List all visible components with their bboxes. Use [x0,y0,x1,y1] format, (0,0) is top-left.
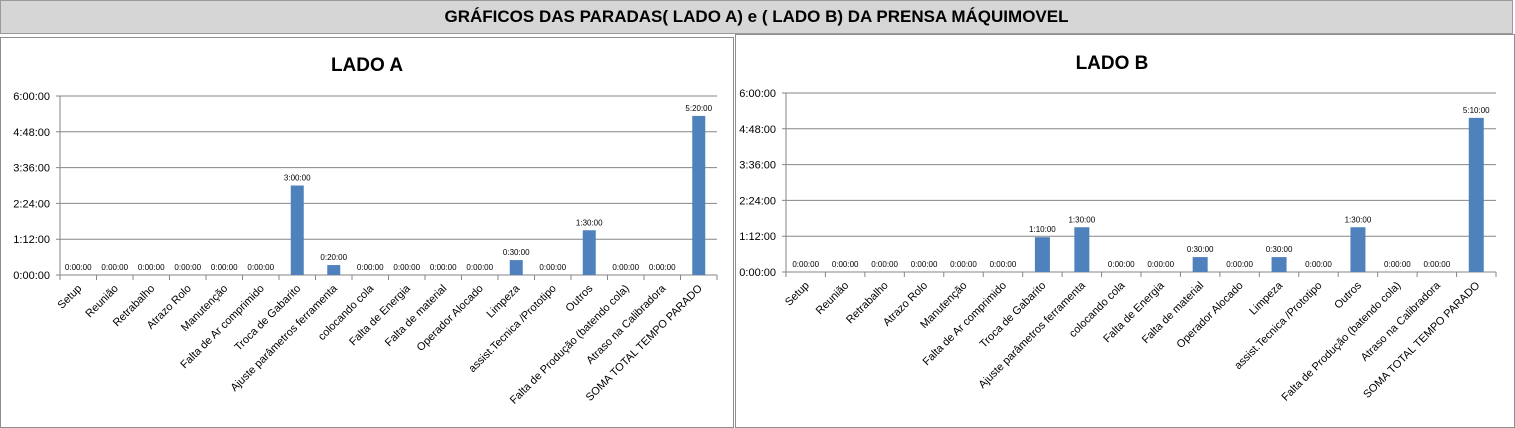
data-label: 5:20:00 [685,104,712,113]
data-label: 0:00:00 [211,263,238,272]
bar [1034,237,1050,272]
x-category-label: Limpeza [1247,279,1286,318]
data-label: 1:30:00 [1068,215,1095,224]
chart-lado-a: LADO A 0:00:00 1:12:00 2:24:00 3:36:00 4:48:0… [13,55,718,407]
data-label: 0:00:00 [612,263,639,272]
data-label: 0:00:00 [101,263,128,272]
data-label: 0:00:00 [649,263,676,272]
bar [582,230,596,275]
data-label: 0:30:00 [503,248,530,257]
x-category-label: Operador Alocado [1175,280,1246,351]
data-label: 0:20:00 [320,253,347,262]
bar [1468,117,1484,272]
data-label: 1:10:00 [1029,225,1056,234]
x-category-label: Falta de material [383,283,449,349]
data-label: 0:00:00 [950,260,977,269]
data-label: 0:00:00 [1423,260,1450,269]
bar [1271,257,1287,272]
data-label: 0:30:00 [1187,245,1214,254]
chart-panel-lado-b: LADO B 0:00:00 1:12:00 2:24:00 3:36:00 4:48:0… [735,34,1515,428]
y-tick-label: 0:00:00 [739,267,776,279]
data-label: 1:30:00 [1345,215,1372,224]
x-category-label: Operador Alocado [415,283,486,354]
bar [1192,257,1208,272]
data-label: 0:00:00 [65,263,92,272]
chart-title: LADO A [331,55,403,76]
y-tick-label: 6:00:00 [739,88,776,100]
data-label: 0:00:00 [911,260,938,269]
y-tick-label: 3:36:00 [739,160,776,172]
y-tick-label: 2:24:00 [13,198,50,210]
data-label: 0:00:00 [393,263,420,272]
x-category-label: Troca de Gabarito [978,280,1049,351]
data-label: 0:00:00 [990,260,1017,269]
bar [290,185,304,275]
y-tick-label: 0:00:00 [13,270,50,282]
x-category-label: Outros [1332,279,1364,311]
data-label: 0:00:00 [1226,260,1253,269]
bar [509,260,523,275]
data-label: 0:00:00 [357,263,384,272]
x-category-label: Troca de Gabarito [232,283,303,354]
bar [692,115,706,275]
data-label: 0:00:00 [792,260,819,269]
data-label: 0:00:00 [174,263,201,272]
chart-lado-b: LADO B 0:00:00 1:12:00 2:24:00 3:36:00 4:48:0… [739,53,1497,404]
data-label: 0:00:00 [1147,260,1174,269]
data-label: 0:00:00 [539,263,566,272]
y-tick-label: 1:12:00 [739,231,776,243]
data-label: 0:00:00 [430,263,457,272]
bar [1350,227,1366,272]
y-tick-label: 3:36:00 [13,163,50,175]
data-label: 1:30:00 [576,218,603,227]
y-tick-label: 2:24:00 [739,195,776,207]
data-label: 0:00:00 [1108,260,1135,269]
x-category-label: Setup [783,280,812,309]
data-label: 0:00:00 [466,263,493,272]
data-label: 0:00:00 [1384,260,1411,269]
data-label: 0:00:00 [1305,260,1332,269]
data-label: 5:10:00 [1463,106,1490,115]
chart-title: LADO B [1076,53,1149,74]
y-tick-label: 4:48:00 [13,127,50,139]
page-title: GRÁFICOS DAS PARADAS( LADO A) e ( LADO B… [0,0,1513,34]
data-label: 3:00:00 [284,174,311,183]
data-label: 0:00:00 [138,263,165,272]
y-tick-label: 4:48:00 [739,124,776,136]
bar [327,265,341,275]
data-label: 0:00:00 [832,260,859,269]
x-category-label: Reunião [814,280,851,317]
x-category-label: Outros [564,282,596,314]
x-category-label: Reunião [83,283,120,320]
y-tick-label: 1:12:00 [13,234,50,246]
data-label: 0:00:00 [247,263,274,272]
data-label: 0:00:00 [871,260,898,269]
chart-panel-lado-a: LADO A 0:00:00 1:12:00 2:24:00 3:36:00 4:48:0… [0,37,734,428]
y-tick-label: 6:00:00 [13,91,50,103]
x-category-label: Setup [56,283,85,312]
bar [1074,227,1090,272]
data-label: 0:30:00 [1266,245,1293,254]
